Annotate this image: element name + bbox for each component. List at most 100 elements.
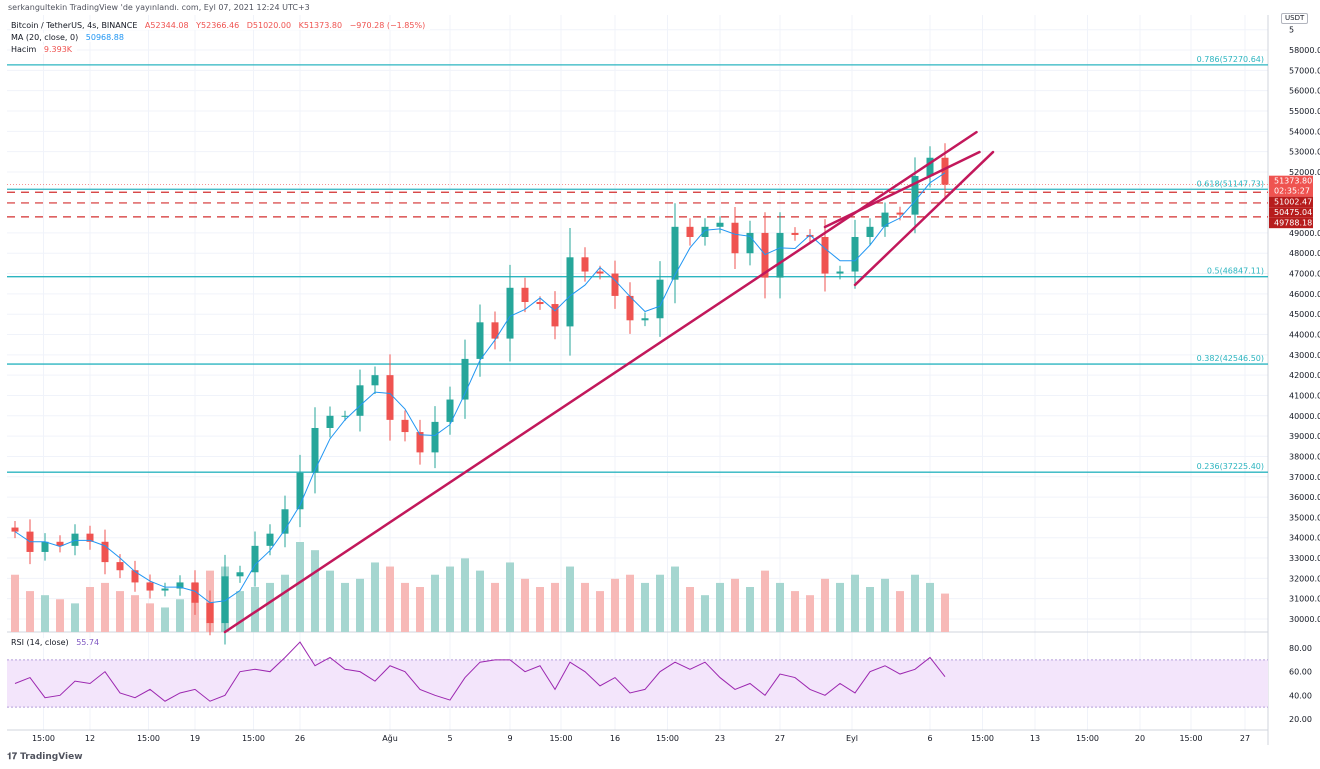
candle-body <box>221 576 229 624</box>
candle-body <box>116 562 124 571</box>
volume-legend[interactable]: Hacim 9.393K <box>11 45 78 54</box>
volume-bar <box>356 578 364 632</box>
candle-body <box>41 541 49 552</box>
volume-bar <box>941 593 949 632</box>
volume-bar <box>41 595 49 632</box>
volume-bar <box>416 587 424 632</box>
trend-line <box>823 150 981 229</box>
rsi-tick-label: 40.00 <box>1289 691 1312 700</box>
volume-bar <box>686 587 694 632</box>
volume-bar <box>251 587 259 632</box>
price-tick-label: 30000.00 <box>1289 615 1320 624</box>
price-tick-label: 53000.00 <box>1289 148 1320 157</box>
volume-bar <box>446 566 454 632</box>
rsi-label: RSI (14, close) <box>11 638 69 647</box>
price-tick-label: 35000.00 <box>1289 513 1320 522</box>
candle-body <box>401 419 409 433</box>
candle-body <box>581 257 589 272</box>
volume-bar <box>401 582 409 632</box>
volume-bar <box>11 574 19 632</box>
price-tick-label: 40000.00 <box>1289 412 1320 421</box>
volume-bar <box>671 566 679 632</box>
published-note: serkangultekin TradingView 'de yayınland… <box>8 3 310 12</box>
candle-body <box>371 375 379 386</box>
tradingview-logo[interactable]: 𝟏𝟕 TradingView <box>7 752 83 762</box>
volume-bar <box>326 570 334 632</box>
ma-legend[interactable]: MA (20, close, 0) 50968.88 <box>11 33 129 42</box>
candle-body <box>476 322 484 359</box>
candle-body <box>251 545 259 573</box>
volume-bar <box>86 587 94 632</box>
ohlc-open: A52344.08 <box>144 21 189 30</box>
volume-bar <box>776 582 784 632</box>
candle-body <box>776 232 784 278</box>
volume-bar <box>116 591 124 632</box>
time-tick-label: 15:00 <box>1179 734 1202 743</box>
candle-body <box>836 271 844 274</box>
candle-body <box>86 533 94 542</box>
volume-bar <box>461 558 469 632</box>
candle-body <box>731 222 739 254</box>
volume-bar <box>836 582 844 632</box>
price-tick-label: 38000.00 <box>1289 452 1320 461</box>
time-tick-label: 5 <box>447 734 452 743</box>
rsi-legend[interactable]: RSI (14, close) 55.74 <box>11 638 105 647</box>
price-tick-label: 41000.00 <box>1289 391 1320 400</box>
price-tick-label: 31000.00 <box>1289 595 1320 604</box>
candle-body <box>881 212 889 227</box>
price-tick-label: 32000.00 <box>1289 574 1320 583</box>
volume-bar <box>476 570 484 632</box>
candle-body <box>866 226 874 237</box>
candle-body <box>281 509 289 534</box>
candle-body <box>761 232 769 278</box>
volume-bar <box>821 578 829 632</box>
candle-body <box>266 533 274 546</box>
candle-body <box>131 570 139 583</box>
brand-name: TradingView <box>20 752 83 762</box>
volume-bar <box>521 578 529 632</box>
volume-bar <box>746 587 754 632</box>
candle-body <box>56 541 64 546</box>
candle-body <box>911 176 919 215</box>
time-tick-label: 27 <box>775 734 785 743</box>
currency-badge[interactable]: USDT <box>1281 13 1309 24</box>
volume-bar <box>866 587 874 632</box>
price-tick-label: 48000.00 <box>1289 249 1320 258</box>
level-price-label: 49788.18 <box>1274 219 1312 228</box>
volume-bar <box>506 562 514 632</box>
volume-bar <box>281 574 289 632</box>
price-tick-label: 47000.00 <box>1289 270 1320 279</box>
candle-body <box>431 421 439 453</box>
volume-bar <box>911 574 919 632</box>
time-tick-label: 16 <box>610 734 620 743</box>
rsi-tick-label: 60.00 <box>1289 668 1312 677</box>
tv-logo-icon: 𝟏𝟕 <box>7 752 21 762</box>
ohlc-low: D51020.00 <box>246 21 292 30</box>
price-tick-label: 54000.00 <box>1289 127 1320 136</box>
time-tick-label: 20 <box>1135 734 1145 743</box>
candle-body <box>326 415 334 428</box>
candle-body <box>626 295 634 321</box>
volume-bar <box>701 595 709 632</box>
candle-body <box>671 226 679 280</box>
ohlc-high: Y52366.46 <box>196 21 240 30</box>
candle-body <box>716 222 724 227</box>
price-tick-label: 33000.00 <box>1289 554 1320 563</box>
candle-body <box>656 279 664 319</box>
price-tick-label: 56000.00 <box>1289 87 1320 96</box>
level-price-label: 50475.04 <box>1274 208 1312 217</box>
time-tick-label: 26 <box>295 734 305 743</box>
time-tick-label: 15:00 <box>549 734 572 743</box>
main-pane <box>7 15 1268 632</box>
volume-bar <box>341 582 349 632</box>
volume-bar <box>296 542 304 632</box>
volume-bar <box>716 582 724 632</box>
time-tick-label: 15:00 <box>242 734 265 743</box>
volume-bar <box>71 603 79 632</box>
ma-label: MA (20, close, 0) <box>11 33 79 42</box>
volume-bar <box>311 550 319 632</box>
volume-bar <box>386 566 394 632</box>
symbol-name[interactable]: Bitcoin / TetherUS, 4s, BINANCE <box>11 21 138 30</box>
candle-body <box>896 212 904 215</box>
